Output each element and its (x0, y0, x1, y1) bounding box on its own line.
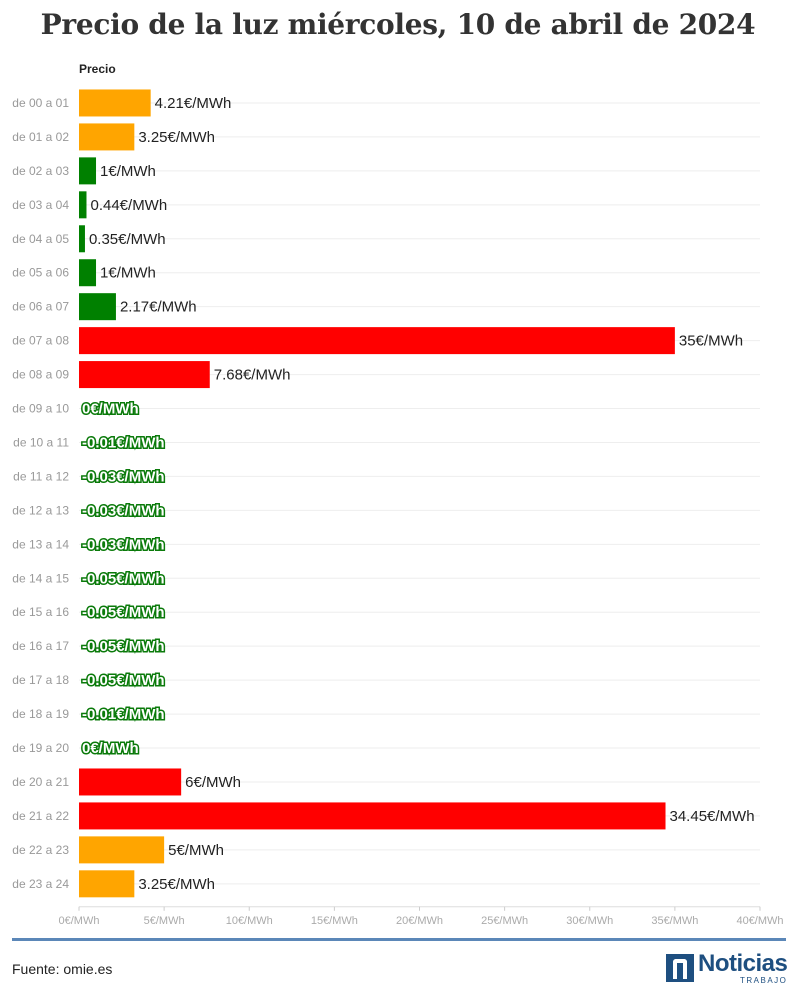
category-label: de 17 a 18 (12, 673, 69, 687)
value-label: 3.25€/MWh (138, 876, 215, 893)
bar[interactable] (79, 768, 182, 796)
value-label: -0.03€/MWh (82, 468, 165, 485)
category-label: de 13 a 14 (12, 537, 69, 551)
category-label: de 04 a 05 (12, 232, 69, 246)
category-label: de 16 a 17 (12, 639, 69, 653)
value-label: 3.25€/MWh (138, 129, 215, 146)
x-tick-label: 25€/MWh (481, 915, 528, 927)
bar[interactable] (79, 293, 116, 321)
category-label: de 03 a 04 (12, 198, 69, 212)
x-axis-ticks: 0€/MWh 5€/MWh 10€/MWh 15€/MWh 20€/MWh 25€/MWh… (59, 906, 784, 927)
column-header: Precio (79, 62, 116, 76)
logo-name: Noticias (698, 950, 788, 977)
value-label: -0.05€/MWh (82, 638, 165, 655)
category-label: de 21 a 22 (12, 809, 69, 823)
value-label: 0€/MWh (82, 740, 139, 757)
x-tick-label: 5€/MWh (144, 915, 185, 927)
bar[interactable] (79, 89, 151, 117)
value-label: 1€/MWh (100, 163, 156, 180)
x-tick-label: 30€/MWh (566, 915, 613, 927)
bar[interactable] (79, 157, 97, 185)
bar[interactable] (79, 327, 675, 355)
value-label: -0.03€/MWh (82, 536, 165, 553)
category-label: de 19 a 20 (12, 741, 69, 755)
bar[interactable] (79, 802, 666, 830)
value-label: 0.35€/MWh (89, 231, 166, 248)
value-label: -0.05€/MWh (82, 672, 165, 689)
category-label: de 02 a 03 (12, 164, 69, 178)
chart-title: Precio de la luz miércoles, 10 de abril … (40, 8, 756, 41)
bar[interactable] (79, 225, 85, 253)
category-label: de 00 a 01 (12, 96, 69, 110)
x-tick-label: 10€/MWh (226, 915, 273, 927)
bar[interactable] (79, 123, 135, 151)
value-label: 7.68€/MWh (214, 367, 291, 384)
category-label: de 23 a 24 (12, 877, 69, 891)
category-label: de 10 a 11 (13, 435, 69, 449)
category-label: de 20 a 21 (12, 775, 69, 789)
value-labels: 4.21€/MWh 3.25€/MWh 1€/MWh 0.44€/MWh 0.35€/M… (81, 95, 755, 893)
category-label: de 14 a 15 (12, 571, 69, 585)
category-label: de 05 a 06 (12, 266, 69, 280)
category-label: de 22 a 23 (12, 843, 69, 857)
bar[interactable] (79, 191, 87, 219)
logo-subtitle: TRABAJO (740, 976, 788, 985)
value-label: 5€/MWh (168, 842, 224, 859)
value-label: -0.05€/MWh (82, 604, 165, 621)
category-label: de 08 a 09 (12, 368, 69, 382)
value-label: -0.03€/MWh (82, 502, 165, 519)
category-label: de 06 a 07 (12, 300, 69, 314)
value-label: 34.45€/MWh (670, 808, 755, 825)
x-tick-label: 35€/MWh (651, 915, 698, 927)
category-label: de 12 a 13 (12, 503, 69, 517)
category-label: de 15 a 16 (12, 605, 69, 619)
category-label: de 09 a 10 (12, 402, 69, 416)
bar[interactable] (79, 361, 210, 389)
value-label: -0.05€/MWh (82, 570, 165, 587)
value-label: -0.01€/MWh (82, 706, 165, 723)
category-labels: de 00 a 01 de 01 a 02 de 02 a 03 de 03 a 04… (12, 96, 69, 891)
noticias-trabajo-logo[interactable]: Noticias TRABAJO (666, 950, 788, 985)
value-label: 0.44€/MWh (90, 197, 167, 214)
bar[interactable] (79, 870, 135, 898)
category-label: de 11 a 12 (13, 469, 69, 483)
x-tick-label: 15€/MWh (311, 915, 358, 927)
logo-mark-icon (666, 954, 694, 982)
bars (79, 89, 675, 898)
source-note: Fuente: omie.es (12, 961, 113, 977)
value-label: 2.17€/MWh (120, 299, 197, 316)
category-label: de 01 a 02 (12, 130, 69, 144)
footer-divider (12, 938, 786, 941)
value-label: 35€/MWh (679, 333, 743, 350)
x-tick-label: 20€/MWh (396, 915, 443, 927)
value-label: -0.01€/MWh (82, 434, 165, 451)
value-label: 0€/MWh (82, 401, 139, 418)
bar[interactable] (79, 259, 97, 287)
value-label: 1€/MWh (100, 265, 156, 282)
category-label: de 18 a 19 (12, 707, 69, 721)
bar[interactable] (79, 836, 165, 864)
x-tick-label: 40€/MWh (736, 915, 783, 927)
value-label: 6€/MWh (185, 774, 241, 791)
x-tick-label: 0€/MWh (59, 915, 100, 927)
value-label: 4.21€/MWh (155, 95, 232, 112)
category-label: de 07 a 08 (12, 334, 69, 348)
